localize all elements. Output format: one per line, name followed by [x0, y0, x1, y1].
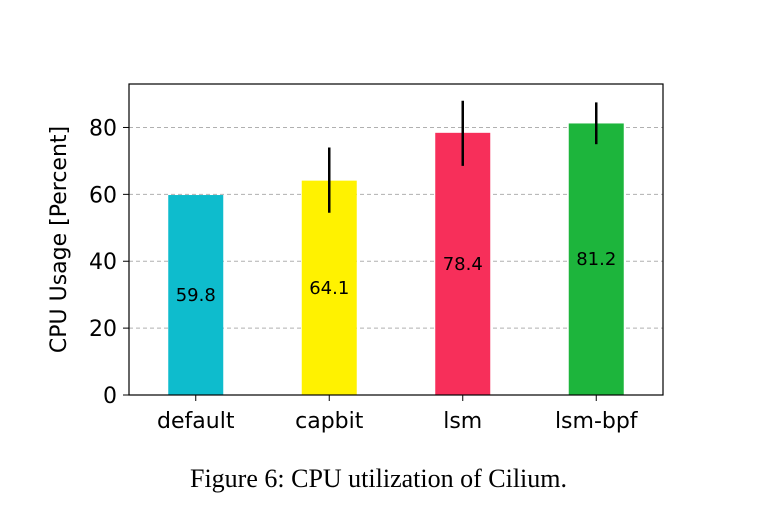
- bar-lsm-bpf: [568, 123, 624, 396]
- data-labels: 59.8 64.1 78.4 81.2: [176, 249, 617, 306]
- x-tick-label: capbit: [295, 409, 364, 434]
- data-label-lsm-bpf: 81.2: [576, 249, 616, 270]
- x-tick-label: default: [157, 409, 235, 434]
- plot-frame: [128, 83, 664, 396]
- x-tick-label: lsm: [443, 409, 482, 434]
- y-tick-label: 40: [89, 250, 117, 275]
- x-axis-ticks: default capbit lsm lsm-bpf: [157, 395, 639, 434]
- y-tick-label: 80: [89, 116, 117, 141]
- y-tick-label: 0: [103, 384, 117, 409]
- data-label-capbit: 64.1: [309, 278, 349, 299]
- y-tick-label: 60: [89, 183, 117, 208]
- error-bars: [328, 100, 598, 213]
- bars: [168, 123, 624, 396]
- y-tick-label: 20: [89, 317, 117, 342]
- bar-capbit: [301, 180, 357, 395]
- figure-caption: Figure 6: CPU utilization of Cilium.: [190, 464, 567, 493]
- bar-default: [168, 195, 224, 395]
- data-label-lsm: 78.4: [443, 254, 483, 275]
- y-axis-label: CPU Usage [Percent]: [47, 126, 72, 353]
- bar-lsm: [435, 132, 491, 395]
- x-tick-label: lsm-bpf: [555, 409, 639, 434]
- bar-chart: 59.8 64.1 78.4 81.2 0 20 40 60 80 default capbit…: [47, 83, 664, 434]
- y-axis-ticks: 0 20 40 60 80: [89, 116, 129, 409]
- data-label-default: 59.8: [176, 285, 216, 306]
